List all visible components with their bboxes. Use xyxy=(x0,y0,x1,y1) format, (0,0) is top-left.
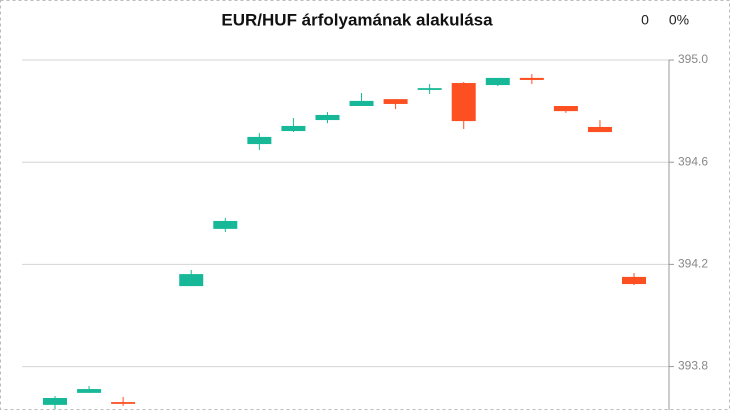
y-tick-label: 393.8 xyxy=(678,359,708,373)
candle-body xyxy=(383,99,408,104)
candle-body xyxy=(43,397,67,405)
candle-body xyxy=(622,276,647,285)
candle-body xyxy=(553,106,578,112)
candle-body xyxy=(349,100,374,107)
candle-body xyxy=(111,402,136,404)
candle-body xyxy=(77,389,102,393)
y-tick-label: 395.0 xyxy=(678,52,708,66)
change-value: 0 xyxy=(641,12,649,28)
change-percent: 0% xyxy=(669,12,689,28)
candle-body xyxy=(213,220,238,229)
candle-body xyxy=(281,125,306,132)
candle-body xyxy=(247,136,272,145)
candle-body xyxy=(519,77,544,80)
candle-body xyxy=(587,126,612,133)
candle-body xyxy=(485,77,510,86)
y-tick-label: 394.2 xyxy=(678,257,708,271)
candle-body xyxy=(451,83,476,122)
candle-body xyxy=(315,114,340,121)
candle-body xyxy=(179,274,204,287)
y-tick-label: 394.6 xyxy=(678,154,708,168)
chart-title: EUR/HUF árfolyamának alakulása xyxy=(221,10,493,29)
candle-body xyxy=(417,88,442,90)
